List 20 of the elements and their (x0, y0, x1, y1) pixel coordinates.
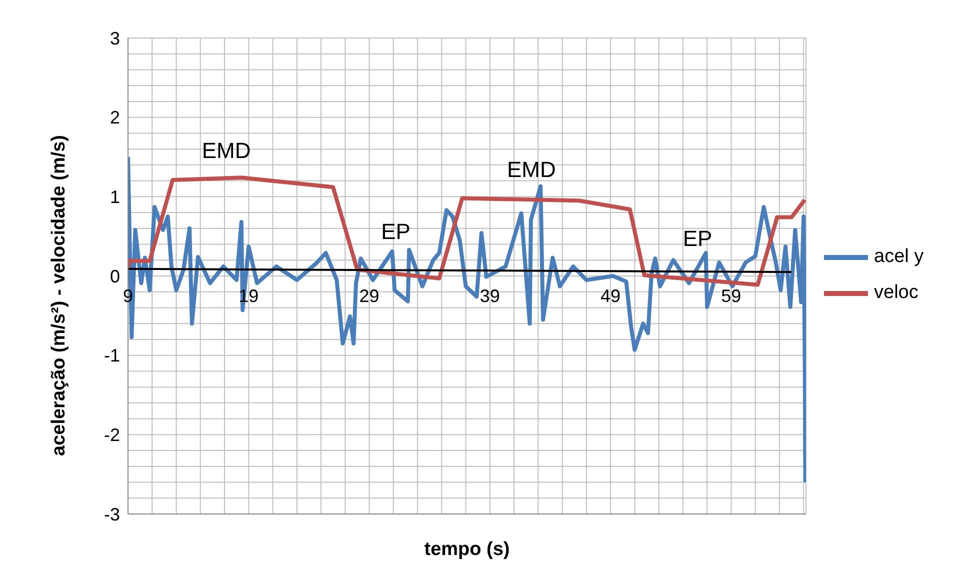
y-axis-title: aceleração (m/s²) - velocidade (m/s) (48, 134, 70, 456)
y-tick-label: -1 (104, 346, 120, 366)
y-tick-label: -2 (104, 425, 120, 446)
x-tick-label: 59 (721, 286, 742, 306)
x-tick-label: 29 (359, 286, 380, 306)
annotation: EP (381, 218, 410, 244)
x-tick-label: 39 (480, 286, 500, 306)
y-tick-label: 2 (110, 108, 120, 128)
x-tick-label: 49 (600, 286, 621, 306)
annotation: EMD (202, 138, 251, 164)
y-tick-label: 3 (110, 28, 120, 48)
legend-label: acel y (874, 246, 924, 268)
y-tick-label: 0 (110, 266, 120, 286)
x-axis-title: tempo (s) (424, 539, 510, 560)
y-tick-label: 1 (110, 187, 120, 208)
annotation: EMD (506, 157, 556, 182)
legend-label: veloc (874, 282, 918, 304)
annotation: EP (682, 226, 712, 252)
y-tick-label: -3 (104, 504, 120, 524)
line-series (128, 176, 806, 287)
